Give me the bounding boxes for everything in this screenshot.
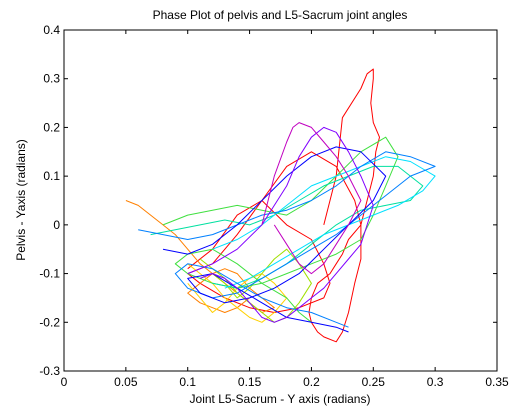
series-line-5 [162,136,399,323]
series-line-6 [150,165,424,289]
y-tick-label: 0.3 [43,72,60,86]
ticks-layer: 0 0.05 0.1 0.15 0.2 0.25 0.3 0.35 -0.3 -0.2 -0.1 0 0… [39,23,509,389]
plot-area-frame [63,29,498,372]
x-axis-label: Joint L5-Sacrum - Y axis (radians) [190,392,371,406]
y-axis-label: Pelvis - Yaxis (radians) [14,139,28,261]
x-tick-label: 0.05 [114,375,138,389]
y-tick-label: 0.4 [43,23,60,37]
x-tick-label: 0.3 [427,375,444,389]
series-layer [125,68,436,343]
series-line-2 [125,200,275,313]
chart-title: Phase Plot of pelvis and L5-Sacrum joint… [153,8,408,22]
series-line-10 [187,126,374,323]
x-tick-label: 0.1 [179,375,196,389]
x-tick-label: 0.25 [362,375,386,389]
x-tick-label: 0.15 [238,375,262,389]
y-tick-label: -0.1 [39,267,60,281]
x-tick-label: 0 [61,375,68,389]
series-line-9 [162,146,387,333]
y-tick-label: 0 [53,218,60,232]
y-tick-label: -0.3 [39,364,60,378]
x-tick-label: 0.2 [303,375,320,389]
series-line-1 [187,68,380,343]
y-tick-label: 0.2 [43,120,60,134]
y-tick-label: -0.2 [39,315,60,329]
series-line-7 [212,156,436,289]
y-tick-label: 0.1 [43,169,60,183]
series-line-11 [261,122,362,275]
x-tick-label: 0.35 [485,375,509,389]
